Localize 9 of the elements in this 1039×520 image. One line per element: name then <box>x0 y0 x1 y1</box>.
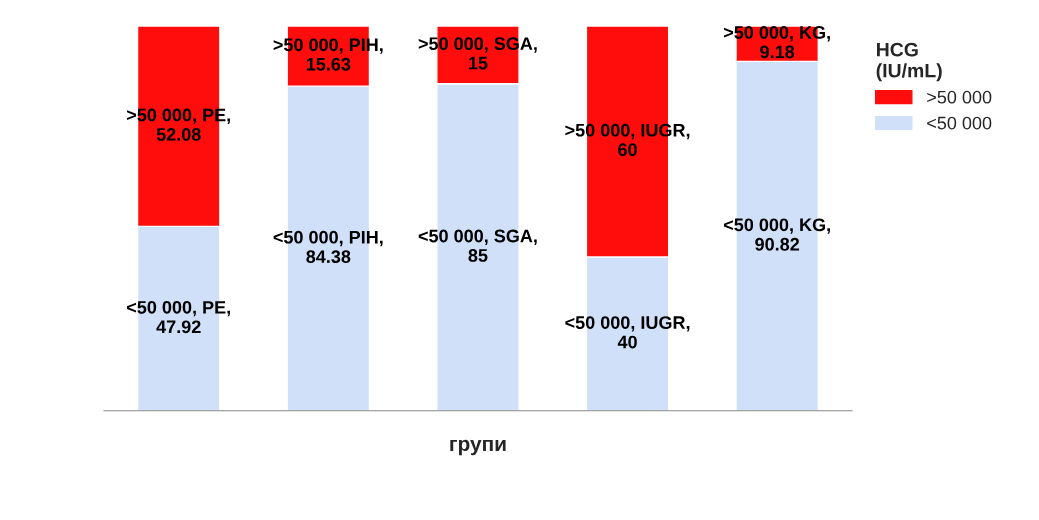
data-label: <50 000, PIH, 84.38 <box>273 230 383 264</box>
legend-label: <50 000 <box>927 116 992 130</box>
data-label: <50 000, PE, 47.92 <box>127 300 230 334</box>
data-label: <50 000, SGA, 85 <box>418 229 537 262</box>
data-label: <50 000, IUGR, 40 <box>565 316 690 349</box>
legend-label: >50 000 <box>927 90 992 104</box>
x-axis-title: групи <box>450 439 506 456</box>
legend-title: HCG (IU/mL) <box>876 42 942 82</box>
data-label: <50 000, KG, 90.82 <box>723 218 830 251</box>
